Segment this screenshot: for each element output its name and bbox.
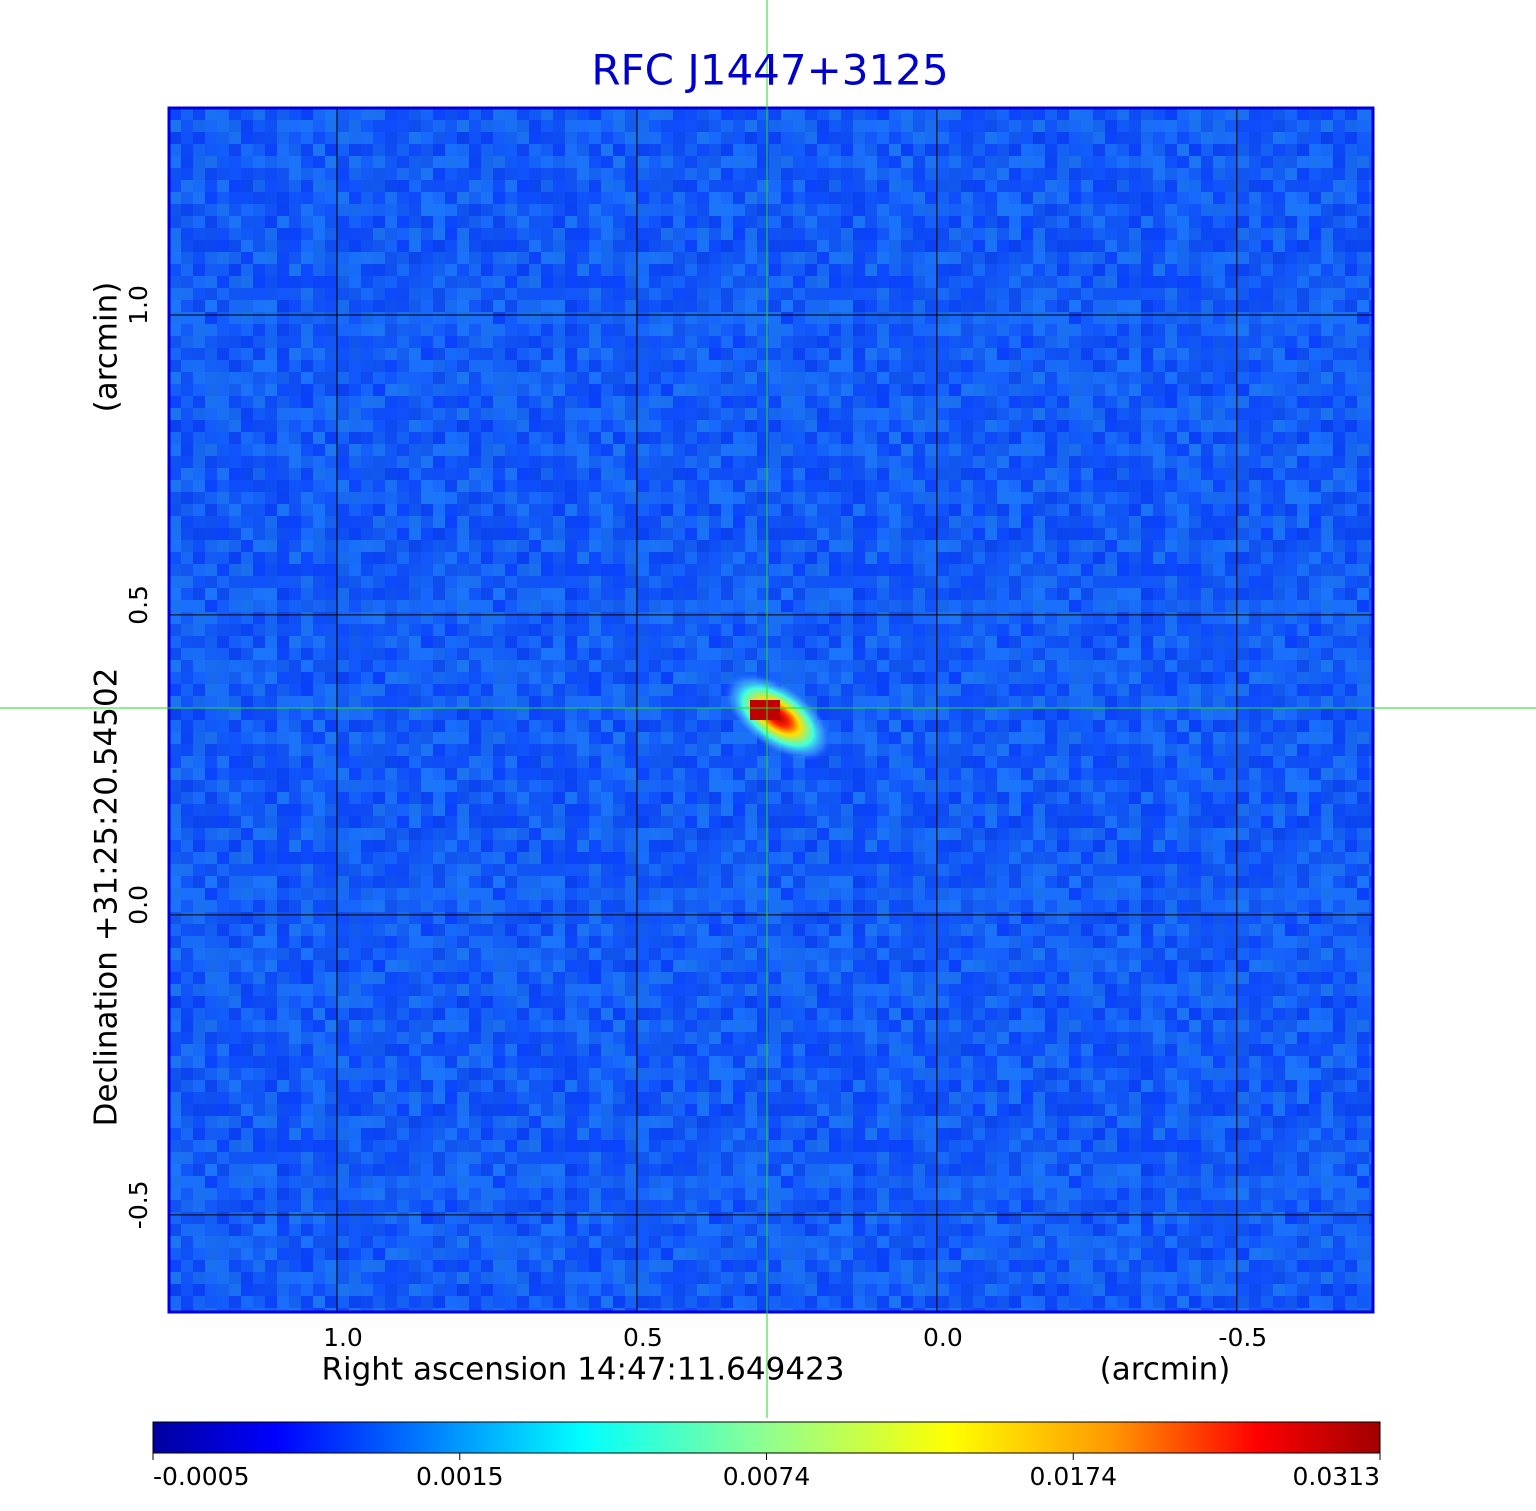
frame bbox=[167, 106, 1375, 1314]
colorbar-tick-label: 0.0074 bbox=[723, 1462, 810, 1491]
x-tick-label: -0.5 bbox=[1218, 1323, 1267, 1352]
source-peak bbox=[750, 700, 780, 720]
y-tick-label: 0.5 bbox=[124, 585, 153, 625]
colorbar-tick-label: -0.0005 bbox=[153, 1462, 250, 1491]
colorbar-tick-label: 0.0015 bbox=[416, 1462, 503, 1491]
colorbar-tick-label: 0.0313 bbox=[1293, 1462, 1380, 1491]
colorbar-tick-label: 0.0174 bbox=[1030, 1462, 1117, 1491]
y-tick-label: -0.5 bbox=[124, 1180, 153, 1229]
x-axis-label: Right ascension 14:47:11.649423 bbox=[321, 1352, 844, 1388]
y-tick-label: 1.0 bbox=[124, 285, 153, 325]
colorbar bbox=[152, 1421, 1381, 1454]
y-tick-label: 0.0 bbox=[124, 885, 153, 925]
y-axis-unit: (arcmin) bbox=[89, 282, 125, 413]
x-tick-label: 1.0 bbox=[323, 1323, 363, 1352]
x-tick-label: 0.5 bbox=[623, 1323, 663, 1352]
chart-title: RFC J1447+3125 bbox=[591, 46, 948, 95]
y-axis-label: Declination +31:25:20.54502 bbox=[89, 668, 125, 1127]
x-axis-unit: (arcmin) bbox=[1100, 1352, 1231, 1388]
x-tick-label: 0.0 bbox=[923, 1323, 963, 1352]
